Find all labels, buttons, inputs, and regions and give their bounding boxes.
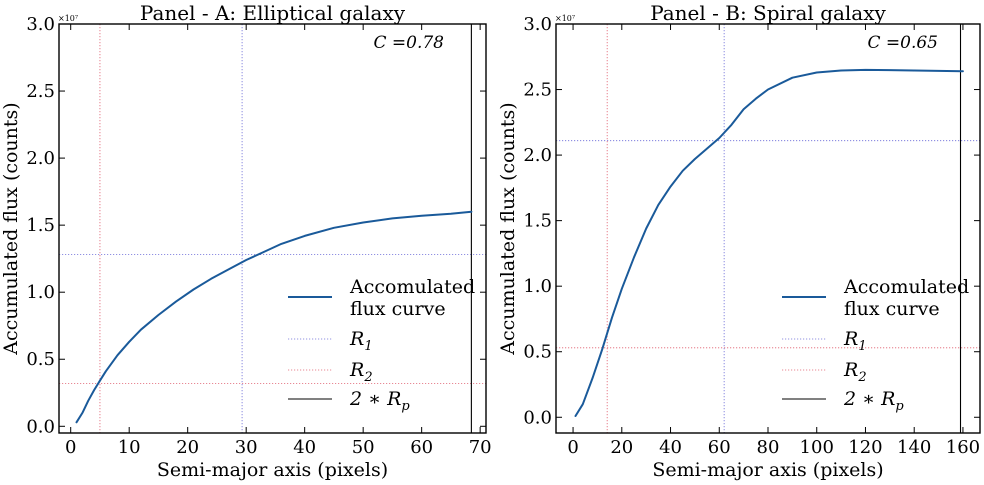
y-tick-label: 2.0: [523, 145, 552, 166]
chart-title: Panel - A: Elliptical galaxy: [140, 1, 406, 25]
y-tick-label: 1.0: [523, 276, 552, 297]
x-tick-label: 80: [757, 437, 780, 458]
axes-frame: [555, 23, 981, 434]
legend-curve-label-line1: Accomulated: [843, 276, 969, 298]
x-tick-label: 60: [410, 437, 433, 458]
y-tick-label: 2.0: [26, 148, 55, 169]
x-tick-label: 50: [352, 437, 375, 458]
x-tick-label: 0: [65, 437, 76, 458]
x-tick-label: 10: [118, 437, 141, 458]
y-tick-label: 0.0: [26, 416, 55, 437]
y-axis-multiplier: ×10⁷: [58, 14, 78, 23]
y-axis-multiplier: ×10⁷: [555, 14, 575, 23]
legend-r2-label: R2: [349, 359, 373, 385]
concentration-label: C =0.78: [373, 33, 444, 53]
legend-r1-subscript: 1: [858, 339, 866, 354]
legend-two-rp-subscript: p: [895, 399, 904, 414]
legend-curve-label-line1: Accomulated: [349, 276, 475, 298]
legend-r2-subscript: 2: [363, 370, 372, 385]
y-tick-label: 1.5: [523, 211, 552, 232]
x-tick-label: 40: [293, 437, 316, 458]
panel-b-spiral: 0 20 40 60 80 100 120 140 160 0.0 0.5 1.0 1.5 2.0 2.5 3…: [497, 1, 981, 481]
flux-curve-line: [75, 210, 473, 424]
y-axis-label: Accumulated flux (counts): [0, 102, 22, 355]
legend-two-rp-label: 2 ∗ Rp: [843, 388, 904, 414]
y-tick-label: 2.5: [26, 81, 55, 102]
legend-r2-label: R2: [843, 359, 867, 385]
y-tick-label: 1.0: [26, 282, 55, 303]
flux-curve-line: [574, 68, 964, 417]
legend-curve-label-line2: flux curve: [350, 298, 446, 320]
y-axis-label: Accumulated flux (counts): [497, 102, 519, 355]
x-tick-label: 120: [848, 437, 882, 458]
x-tick-label: 40: [659, 437, 682, 458]
y-tick-label: 0.0: [523, 407, 552, 428]
legend-r1-label: R1: [843, 328, 867, 354]
x-tick-label: 0: [567, 437, 578, 458]
x-tick-label: 70: [469, 437, 492, 458]
x-axis-label: Semi-major axis (pixels): [652, 459, 883, 481]
concentration-label: C =0.65: [867, 33, 938, 53]
x-tick-label: 140: [897, 437, 931, 458]
x-axis-label: Semi-major axis (pixels): [157, 459, 388, 481]
legend-r2-subscript: 2: [857, 370, 866, 385]
x-tick-label: 20: [610, 437, 633, 458]
y-tick-label: 0.5: [523, 342, 552, 363]
axes-frame: [58, 23, 487, 434]
y-tick-label: 0.5: [26, 349, 55, 370]
panel-a-elliptical: 0 10 20 30 40 50 60 70 0.0 0.5 1.0 1.5 2.0 2.5 3.0 ×10⁷…: [0, 1, 492, 481]
x-tick-label: 160: [946, 437, 980, 458]
x-tick-label: 20: [176, 437, 199, 458]
legend-r1-subscript: 1: [364, 339, 372, 354]
legend-two-rp-subscript: p: [401, 399, 410, 414]
x-tick-label: 60: [708, 437, 731, 458]
legend-two-rp-label: 2 ∗ Rp: [349, 388, 410, 414]
chart-title: Panel - B: Spiral galaxy: [650, 1, 886, 25]
legend-r1-label: R1: [349, 328, 373, 354]
y-tick-label: 3.0: [26, 14, 55, 35]
x-tick-label: 30: [235, 437, 258, 458]
legend-curve-label-line2: flux curve: [844, 298, 940, 320]
x-tick-label: 100: [800, 437, 834, 458]
y-tick-label: 2.5: [523, 80, 552, 101]
y-tick-label: 1.5: [26, 215, 55, 236]
y-tick-label: 3.0: [523, 14, 552, 35]
